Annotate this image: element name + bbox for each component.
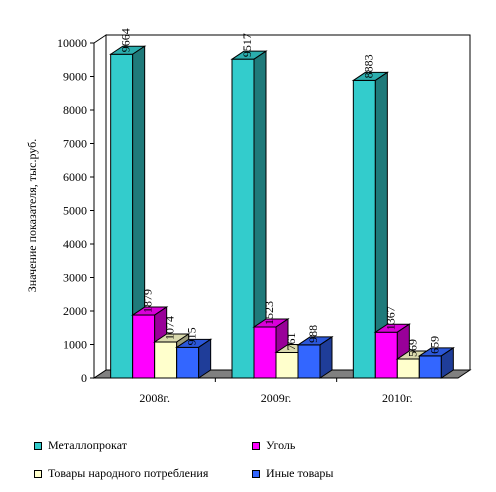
bar-front [418, 355, 442, 379]
y-tick-label: 8000 [63, 103, 87, 117]
legend-item-ugol: Уголь [252, 438, 295, 453]
data-labels: 9664 1879 1074 915 9517 1523 761 988 8883 1367 569… [119, 28, 442, 357]
data-label: 9664 [119, 28, 133, 52]
legend-label-tovary-narodnogo-potrebleniya: Товары народного потребления [48, 466, 209, 480]
bar [175, 338, 213, 379]
data-label: 1879 [141, 289, 155, 313]
y-tick-label: 10000 [57, 36, 87, 50]
bar-front [396, 358, 420, 379]
bar-front [275, 352, 299, 379]
legend-swatch-metalloprokat [34, 441, 42, 450]
data-label: 915 [185, 327, 199, 345]
x-tick-label: 2008г. [139, 391, 170, 405]
legend-swatch-ugol [252, 441, 260, 450]
x-tick-label: 2009г. [261, 391, 292, 405]
bar [351, 71, 389, 379]
bars [109, 45, 455, 379]
y-tick-label: 0 [81, 371, 87, 385]
legend-swatch-tovary-narodnogo-potrebleniya [34, 469, 42, 478]
data-label: 9517 [240, 33, 254, 57]
legend-item-tovary-narodnogo-potrebleniya: Товары народного потребления [34, 466, 208, 481]
bar-front [374, 331, 398, 379]
bar [230, 50, 268, 379]
data-label: 1523 [262, 301, 276, 325]
bar-front [132, 314, 156, 379]
bar-side [440, 346, 454, 379]
legend-label-metalloprokat: Металлопрокат [48, 438, 127, 452]
y-tick-label: 1000 [63, 338, 87, 352]
side-wall [93, 34, 107, 379]
bar-front [110, 53, 134, 379]
data-label: 659 [427, 336, 441, 354]
y-tick-label: 6000 [63, 170, 87, 184]
bar-front [176, 346, 200, 379]
y-tick-label: 9000 [63, 70, 87, 84]
bar-front [352, 79, 376, 379]
bar-front [297, 344, 321, 379]
bar-side [198, 338, 212, 379]
legend-item-inye-tovary: Иные товары [252, 466, 333, 481]
bar [109, 45, 147, 379]
bar-side [319, 335, 333, 379]
y-tick-label: 7000 [63, 137, 87, 151]
bar-front [154, 341, 178, 379]
data-label: 761 [284, 333, 298, 351]
y-tick-label: 3000 [63, 271, 87, 285]
legend-label-inye-tovary: Иные товары [266, 466, 334, 480]
y-axis-title: Значение показателя, тыс.руб. [25, 139, 39, 292]
y-tick-label: 4000 [63, 237, 87, 251]
data-label: 1367 [383, 306, 397, 330]
bar [296, 335, 334, 379]
data-label: 988 [306, 325, 320, 343]
x-tick-label: 2010г. [382, 391, 413, 405]
y-tick-label: 2000 [63, 304, 87, 318]
bar [417, 346, 455, 379]
y-tick-label: 5000 [63, 204, 87, 218]
data-label: 569 [405, 339, 419, 357]
axes: 0 1000 2000 3000 4000 5000 6000 7000 8000 9000 100… [57, 36, 458, 405]
legend-label-ugol: Уголь [266, 438, 296, 452]
legend-item-metalloprokat: Металлопрокат [34, 438, 127, 453]
data-label: 1074 [163, 316, 177, 340]
bar-front [253, 326, 277, 379]
bar-front [231, 58, 255, 379]
data-label: 8883 [361, 54, 375, 78]
legend-swatch-inye-tovary [252, 469, 260, 478]
